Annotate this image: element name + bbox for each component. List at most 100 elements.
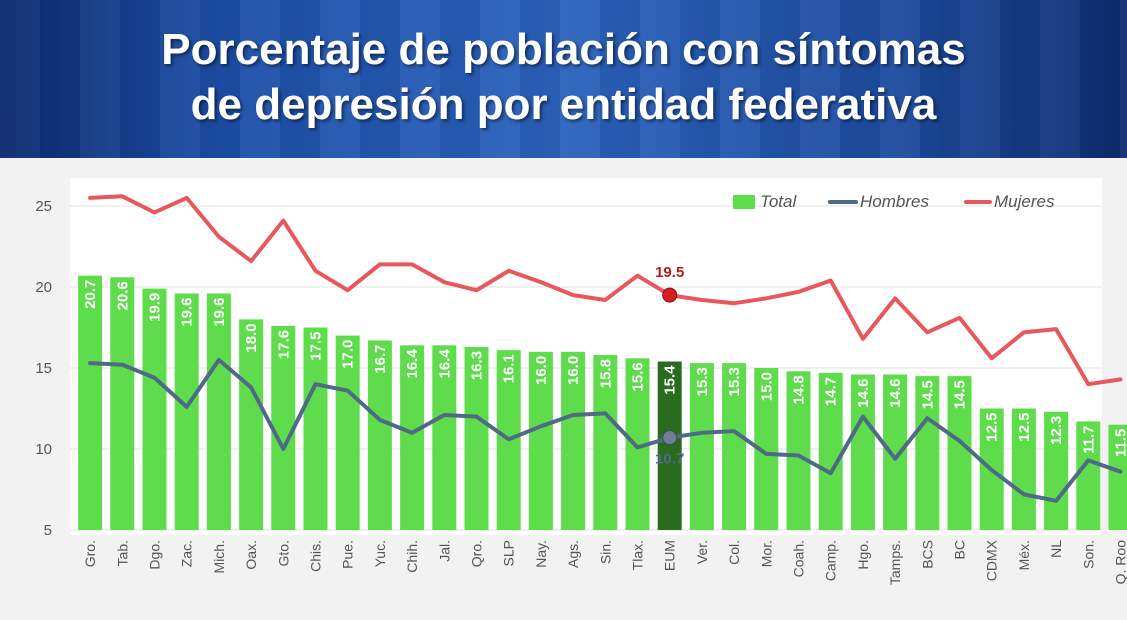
chart-panel: 20.7 20.6 19.9 19.6 19.6 18.0 17.6 17.5 17.0 16.7… [0, 158, 1127, 620]
bar-eum-highlight [657, 361, 682, 530]
x-category-label: Ags. [565, 540, 581, 568]
x-category-label: Yuc. [372, 540, 388, 567]
bar-value-label: 16.3 [469, 351, 486, 380]
x-category-label: Gto. [275, 540, 291, 566]
hombres-line [88, 357, 1123, 503]
x-category-label: Dgo. [147, 540, 163, 570]
bar-value-label: 12.3 [1048, 416, 1065, 445]
bar-value-label: 16.4 [404, 349, 421, 379]
bar [464, 346, 489, 530]
bar-value-label: 15.0 [758, 372, 775, 401]
x-category-label: Son. [1080, 540, 1096, 569]
x-category-label: BC [952, 540, 968, 559]
bar-value-label: 20.7 [82, 280, 99, 309]
bar [78, 275, 103, 530]
x-category-label: Q. Roo [1113, 540, 1127, 585]
bar [239, 319, 264, 530]
bar-value-label: 15.8 [597, 359, 614, 388]
bar-value-label: 16.0 [533, 356, 550, 385]
bar [850, 374, 875, 530]
mujeres-eum-label: 19.5 [655, 264, 684, 281]
page-title: Porcentaje de población con síntomas de … [0, 22, 1127, 132]
mujeres-line [88, 194, 1123, 387]
chart-legend: Total Hombres Mujeres [733, 192, 1055, 211]
bar [271, 325, 296, 530]
y-tick-label: 25 [35, 198, 52, 215]
x-category-label: Oax. [243, 540, 259, 570]
x-category-label: Col. [726, 540, 742, 565]
bar [689, 363, 714, 530]
x-category-label: Tamps. [887, 540, 903, 585]
title-banner: Porcentaje de población con síntomas de … [0, 0, 1127, 158]
x-category-label: Coah. [791, 540, 807, 577]
bar [947, 376, 972, 530]
bar [915, 376, 940, 530]
bar-value-label: 15.3 [726, 367, 743, 396]
bar-value-label: 16.4 [436, 349, 453, 379]
bar-value-label: 17.6 [275, 330, 292, 359]
x-category-label: Jal. [436, 540, 452, 562]
bar-value-label: 15.4 [662, 365, 679, 395]
bar-value-label: 19.9 [147, 293, 164, 322]
x-category-label: Ver. [694, 540, 710, 564]
bar-value-label: 11.5 [1113, 429, 1127, 457]
bar [1108, 424, 1127, 530]
bar-value-label: 20.6 [114, 281, 131, 310]
x-category-label: SLP [501, 540, 517, 566]
x-category-label: BCS [919, 540, 935, 569]
bar [110, 277, 135, 530]
title-line-1: Porcentaje de población con síntomas [161, 25, 966, 74]
legend-mujeres-label: Mujeres [994, 192, 1055, 211]
bar-value-label: 16.0 [565, 356, 582, 385]
x-category-label: Qro. [469, 540, 485, 567]
bar [722, 363, 747, 530]
bar-value-label: 19.6 [211, 297, 228, 326]
title-line-2: de depresión por entidad federativa [190, 80, 937, 129]
bar [367, 340, 392, 530]
x-category-label: Chis. [308, 540, 324, 572]
x-category-label: Chih. [404, 540, 420, 573]
y-tick-label: 10 [35, 441, 52, 458]
y-tick-label: 15 [35, 360, 52, 377]
y-tick-label: 20 [35, 279, 52, 296]
bar [1011, 408, 1036, 530]
x-category-label: Pue. [340, 540, 356, 569]
bar [400, 345, 425, 530]
bar [818, 372, 843, 530]
bar-value-label: 15.6 [630, 362, 647, 391]
legend-hombres-label: Hombres [860, 192, 929, 211]
x-category-label: Tab. [114, 540, 130, 566]
x-category-label: Tlax. [630, 540, 646, 570]
x-category-label: Mich. [211, 540, 227, 573]
x-category-label: Mor. [758, 540, 774, 567]
bar-value-label: 14.8 [791, 375, 808, 404]
bar-value-label: 16.1 [501, 354, 518, 383]
bar [174, 293, 199, 530]
x-category-label: Méx. [1016, 540, 1032, 570]
bar [786, 371, 811, 530]
bar [432, 345, 457, 530]
bar [561, 351, 586, 530]
hombres-eum-label: 10.7 [655, 451, 684, 468]
x-category-label: Zac. [179, 540, 195, 567]
mujeres-eum-marker [662, 287, 678, 303]
y-tick-label: 5 [44, 522, 52, 539]
x-category-label: Gro. [82, 540, 98, 567]
depression-chart: 20.7 20.6 19.9 19.6 19.6 18.0 17.6 17.5 17.0 16.7… [35, 178, 1127, 585]
bar-value-label: 14.6 [855, 378, 872, 407]
bar [142, 288, 167, 530]
bar-value-label: 14.5 [919, 380, 936, 409]
legend-total-swatch [733, 195, 755, 209]
hombres-eum-marker [662, 430, 678, 446]
x-category-label: Nay. [533, 540, 549, 568]
x-category-label: Camp. [823, 540, 839, 581]
bar-value-label: 18.0 [243, 323, 260, 352]
x-category-label: CDMX [984, 539, 1000, 581]
bar-value-label: 17.0 [340, 340, 357, 369]
bar-value-label: 12.5 [1016, 413, 1033, 442]
bar-value-label: 14.5 [952, 380, 969, 409]
bar-value-label: 16.7 [372, 344, 389, 373]
x-category-label: NL [1048, 540, 1064, 558]
bar [335, 335, 360, 530]
bar-value-label: 12.5 [984, 412, 1001, 441]
